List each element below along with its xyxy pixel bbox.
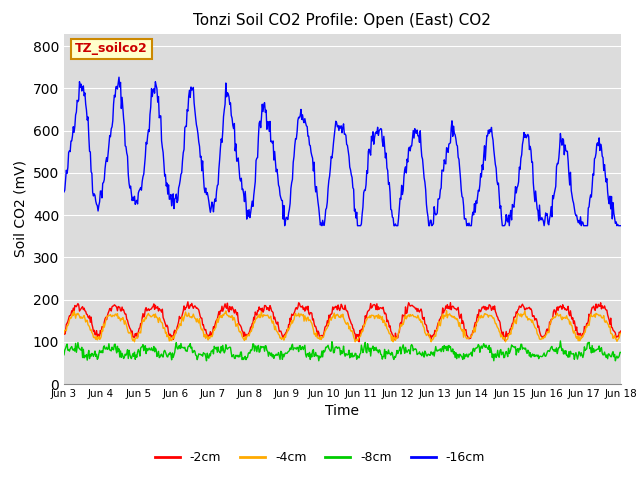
Legend: -2cm, -4cm, -8cm, -16cm: -2cm, -4cm, -8cm, -16cm bbox=[150, 446, 490, 469]
Text: TZ_soilco2: TZ_soilco2 bbox=[75, 42, 148, 55]
X-axis label: Time: Time bbox=[325, 405, 360, 419]
Title: Tonzi Soil CO2 Profile: Open (East) CO2: Tonzi Soil CO2 Profile: Open (East) CO2 bbox=[193, 13, 492, 28]
Y-axis label: Soil CO2 (mV): Soil CO2 (mV) bbox=[13, 160, 28, 257]
